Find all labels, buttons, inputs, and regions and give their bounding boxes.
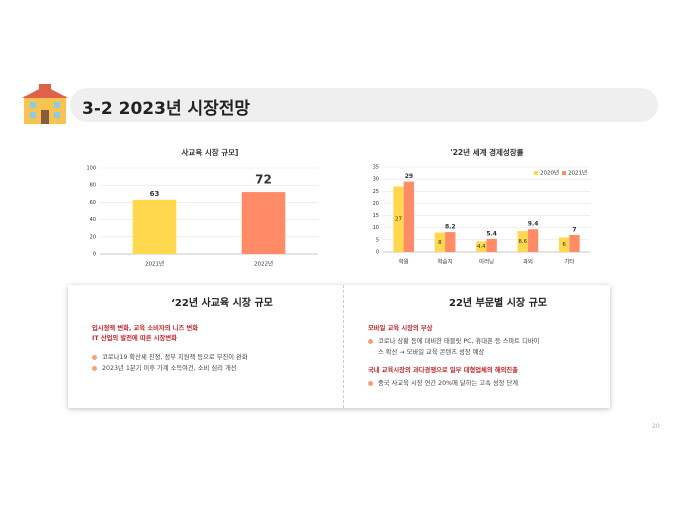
bullet-item: 코로나19 확산세 진정, 정부 지원책 등으로 부진이 완화 [92,352,352,363]
bar [403,181,415,252]
bar [241,192,286,254]
bullet-item: 중국 사교육 시장 연간 20%에 달하는 고속 성장 단계 [368,378,628,389]
legend-label: 2021년 [568,169,587,177]
bullet-text: 스 확산 → 모바일 교육 콘텐츠 성장 예상 [378,349,485,356]
legend-swatch [562,171,566,175]
value-label: 63 [150,190,160,198]
legend-swatch [534,171,538,175]
header-title: 3-2 2023년 시장전망 [82,99,251,119]
legend-label: 2020년 [540,169,559,177]
bullet-text: 2023년 1분기 이후 가계 소득여건, 소비 심리 개선 [102,365,237,372]
value-label: 29 [405,173,413,180]
y-tick-label: 0 [93,252,96,258]
x-tick-label: 2022년 [254,260,273,268]
highlight-heading: 모바일 교육 시장의 부상 [368,325,433,332]
bar [434,232,446,252]
charts: 사교육 시장 규모]0204060801002021년632022년72'22년… [86,147,590,268]
y-tick-label: 60 [90,200,96,206]
value-label: 5.4 [486,230,497,237]
spacer [92,344,352,352]
panel-title: 22년 부문별 시장 규모 [449,298,547,309]
bar [476,241,487,252]
y-tick-label: 80 [90,183,96,189]
bar [569,235,580,252]
x-tick-label: 기타 [564,258,574,266]
bullet-dot [92,355,97,360]
text-group: 입시정책 변화, 교육 소비자의 니즈 변화 IT 산업의 발전에 따른 시장변화… [92,324,352,374]
highlight-heading: 입시정책 변화, 교육 소비자의 니즈 변화 [92,325,199,332]
divider [343,285,344,408]
value-label: 4.4 [477,244,486,250]
y-tick-label: 0 [376,250,379,256]
value-label: 6 [562,242,566,248]
x-tick-label: 이러닝 [479,258,494,266]
y-tick-label: 35 [373,165,379,171]
value-label: 8 [438,240,442,246]
bar [527,229,539,252]
y-tick-label: 10 [373,225,379,231]
school-icon [22,84,68,124]
panel-title: ‘22년 사교육 시장 규모 [171,298,273,309]
value-label: 9.4 [528,221,539,228]
chart-title: '22년 세계 경제성장률 [450,147,523,157]
y-tick-label: 20 [90,234,96,240]
x-tick-label: 학습지 [438,258,453,266]
bullet-text: 중국 사교육 시장 연간 20%에 달하는 고속 성장 단계 [378,380,519,387]
x-tick-label: 과외 [523,258,533,266]
bullet-item: 2023년 1분기 이후 가계 소득여건, 소비 심리 개선 [92,363,352,374]
value-label: 27 [395,217,402,223]
value-label: 8.2 [445,224,456,231]
bullet-dot [92,366,97,371]
bullet-text: 코로나 상황 등에 대비한 태블릿 PC, 휴대폰 등 스마트 디바이 [378,338,540,345]
y-tick-label: 30 [373,177,379,183]
bar [445,232,456,252]
bar [558,237,570,252]
bullet-dot [368,381,373,386]
page-number: 20 [652,423,660,430]
bar [393,186,404,252]
x-tick-label: 학원 [399,258,409,266]
value-label: 72 [255,173,272,187]
y-tick-label: 25 [373,189,379,195]
bar [486,238,497,252]
y-tick-label: 40 [90,217,96,223]
y-tick-label: 100 [86,166,96,172]
value-label: 7 [572,227,576,234]
y-tick-label: 20 [373,201,379,207]
x-tick-label: 2021년 [145,260,164,268]
value-label: 8.6 [518,239,527,245]
bullet-dot [368,339,373,344]
bar [132,199,177,254]
highlight-heading: 국내 교육시장의 과다경쟁으로 일부 대형업체의 해외진출 [368,367,518,374]
bar [517,231,528,252]
highlight-heading: IT 산업의 발전에 따른 시장변화 [92,335,177,342]
chart-title: 사교육 시장 규모] [182,147,239,157]
y-tick-label: 15 [373,213,379,219]
header-bar [70,88,658,122]
y-tick-label: 5 [376,237,379,243]
bullet-text: 코로나19 확산세 진정, 정부 지원책 등으로 부진이 완화 [102,354,248,361]
